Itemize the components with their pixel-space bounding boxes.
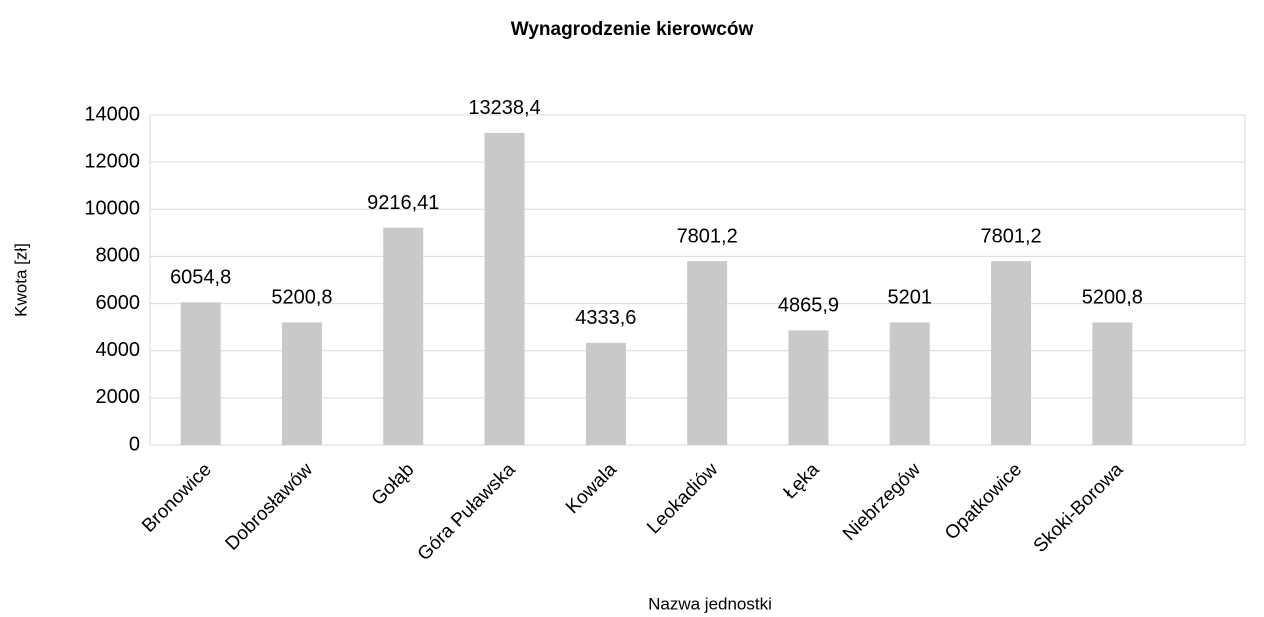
x-tick-label: Góra Puławska	[414, 459, 520, 565]
value-label: 5200,8	[271, 287, 332, 309]
x-tick-label: Bronowice	[138, 459, 216, 537]
value-label: 4865,9	[778, 295, 839, 317]
value-label: 5200,8	[1082, 287, 1143, 309]
y-tick-label: 8000	[96, 245, 141, 267]
y-tick-label: 4000	[96, 339, 141, 361]
x-tick-label: Łęka	[780, 459, 824, 503]
bar	[180, 302, 221, 445]
bar	[889, 322, 930, 445]
x-tick-label: Kowala	[562, 459, 621, 518]
bar	[1092, 322, 1133, 445]
value-label: 5201	[888, 287, 933, 309]
bar	[687, 261, 728, 445]
x-tick-label: Leokadiów	[643, 459, 722, 538]
x-axis-title: Nazwa jednostki	[648, 594, 772, 613]
chart-title: Wynagrodzenie kierowców	[511, 19, 754, 40]
y-tick-label: 6000	[96, 292, 141, 314]
y-tick-label: 10000	[84, 198, 140, 220]
x-tick-label: Skoki-Borowa	[1030, 459, 1128, 557]
value-label: 7801,2	[980, 225, 1041, 247]
y-tick-label: 2000	[96, 386, 141, 408]
bar	[484, 132, 525, 445]
value-label: 7801,2	[677, 225, 738, 247]
bar	[991, 261, 1032, 445]
value-label: 6054,8	[170, 267, 231, 289]
x-tick-label: Opatkowice	[941, 459, 1026, 544]
bar	[281, 322, 322, 445]
y-tick-label: 12000	[84, 150, 140, 172]
x-tick-label: Niebrzegów	[839, 459, 925, 545]
value-label: 13238,4	[468, 97, 540, 119]
y-tick-label: 0	[129, 433, 140, 455]
value-label: 4333,6	[575, 307, 636, 329]
x-tick-label: Gołąb	[368, 459, 419, 510]
bar	[788, 330, 829, 445]
bar	[585, 342, 626, 445]
bar	[383, 227, 424, 445]
y-axis-title: Kwota [zł]	[11, 243, 30, 317]
value-label: 9216,41	[367, 192, 439, 214]
x-tick-label: Dobrosławów	[222, 459, 318, 555]
y-tick-label: 14000	[84, 103, 140, 125]
